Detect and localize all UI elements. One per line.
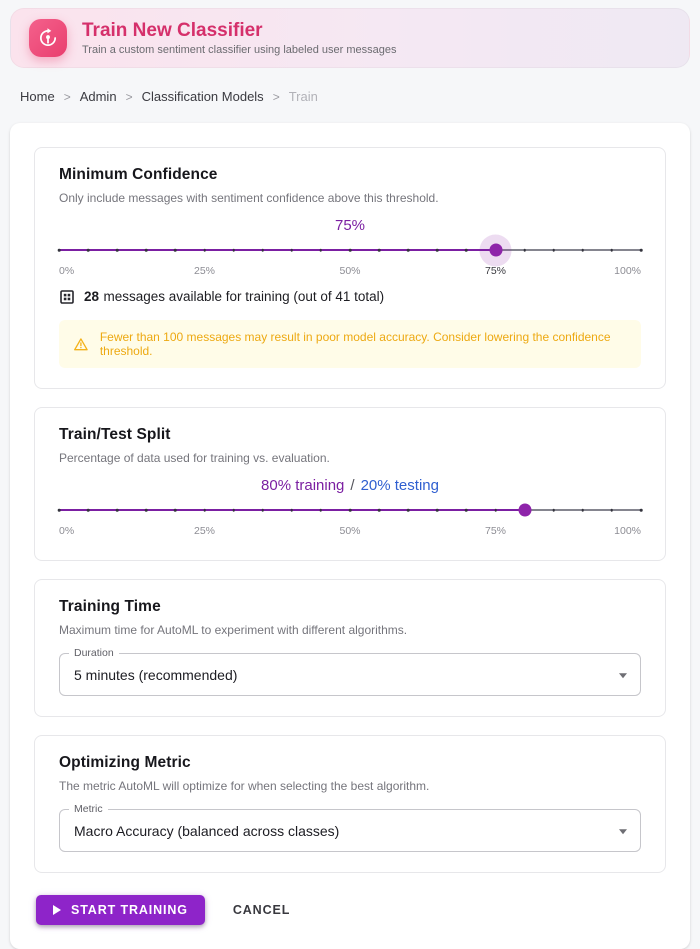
section-description: Percentage of data used for training vs.… [59,451,330,465]
section-train-test-split: Train/Test Split Percentage of data used… [34,407,666,561]
message-count-text: messages available for training (out of … [103,289,385,304]
slider-rail[interactable] [57,243,643,257]
banner-text: Train New Classifier Train a custom sent… [82,20,396,57]
section-title: Optimizing Metric [59,754,191,771]
mark-label: 25% [193,265,216,277]
form-actions: START TRAINING CANCEL [34,895,666,925]
page: Train New Classifier Train a custom sent… [0,8,700,949]
mark-label: 100% [614,265,641,277]
chevron-down-icon [619,828,627,834]
section-description: The metric AutoML will optimize for when… [59,779,430,793]
confidence-slider[interactable] [57,238,643,262]
header-banner: Train New Classifier Train a custom sent… [10,8,690,68]
mark-label: 75% [484,265,507,277]
model-training-icon [29,19,67,57]
breadcrumb: Home > Admin > Classification Models > T… [20,89,700,104]
breadcrumb-admin[interactable]: Admin [79,89,117,104]
mark-label: 25% [193,525,216,537]
warning-text: Fewer than 100 messages may result in po… [99,330,611,358]
mark-label: 75% [484,525,507,537]
duration-field-wrap: Duration 5 minutes (recommended) [59,647,641,696]
slider-track [59,249,496,251]
split-value-label: 80% training / 20% testing [59,477,641,494]
metric-field-label: Metric [69,803,108,815]
low-data-warning: Fewer than 100 messages may result in po… [59,320,641,368]
chevron-down-icon [619,672,627,678]
slider-mark-labels: 0% 25% 50% 75% 100% [59,525,641,540]
mark-label: 0% [59,525,75,537]
section-title: Minimum Confidence [59,166,218,183]
dataset-icon [60,290,74,304]
test-percent-label: 20% testing [360,477,439,494]
split-slider[interactable] [57,498,643,522]
duration-select[interactable]: Duration 5 minutes (recommended) [59,647,641,696]
section-description: Maximum time for AutoML to experiment wi… [59,623,408,637]
train-form-card: Minimum Confidence Only include messages… [10,123,690,949]
breadcrumb-separator: > [272,89,280,104]
duration-selected-value: 5 minutes (recommended) [74,666,238,683]
breadcrumb-home[interactable]: Home [20,89,55,104]
page-title: Train New Classifier [82,19,263,41]
warning-icon [74,337,88,350]
confidence-value-label: 75% [334,217,366,234]
split-slider-thumb[interactable] [518,503,532,517]
split-separator: / [350,477,355,494]
section-title: Training Time [59,598,161,615]
message-count: 28 [84,289,100,304]
section-training-time: Training Time Maximum time for AutoML to… [34,579,666,717]
mark-label: 50% [339,265,361,277]
metric-select[interactable]: Metric Macro Accuracy (balanced across c… [59,803,641,852]
section-optimizing-metric: Optimizing Metric The metric AutoML will… [34,735,666,873]
breadcrumb-separator: > [125,89,133,104]
mark-label: 0% [59,265,75,277]
slider-rail[interactable] [57,503,643,517]
dataset-summary: 28 messages available for training (out … [59,288,641,306]
play-icon [53,905,61,915]
train-percent-label: 80% training [261,477,345,494]
breadcrumb-classification-models[interactable]: Classification Models [141,89,264,104]
slider-mark-labels: 0% 25% 50% 75% 100% [59,265,641,280]
start-training-label: START TRAINING [71,903,188,917]
metric-selected-value: Macro Accuracy (balanced across classes) [74,822,340,839]
mark-label: 100% [614,525,641,537]
confidence-slider-thumb[interactable] [489,243,502,257]
cancel-button[interactable]: CANCEL [225,895,298,925]
section-title: Train/Test Split [59,426,171,443]
breadcrumb-separator: > [63,89,71,104]
duration-field-label: Duration [69,647,119,659]
section-description: Only include messages with sentiment con… [59,191,439,205]
breadcrumb-current: Train [288,89,318,104]
start-training-button[interactable]: START TRAINING [36,895,205,925]
page-subtitle: Train a custom sentiment classifier usin… [82,44,397,57]
section-minimum-confidence: Minimum Confidence Only include messages… [34,147,666,389]
mark-label: 50% [339,525,361,537]
metric-field-wrap: Metric Macro Accuracy (balanced across c… [59,803,641,852]
